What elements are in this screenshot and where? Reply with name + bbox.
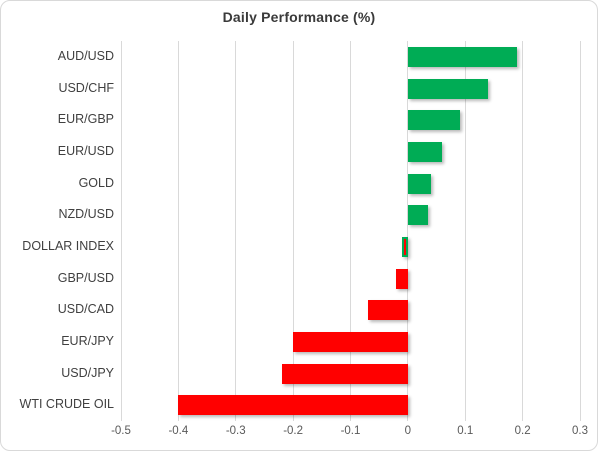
x-tick-label: -0.2 [283,425,304,437]
bar-wti-crude-oil [178,395,408,416]
bar-eur-gbp [407,110,460,131]
bar-eur-jpy [293,331,408,352]
category-label: NZD/USD [58,207,114,222]
plot-area [120,41,581,421]
gridline [292,41,294,421]
bar-usd-cad [367,300,408,321]
gridline [350,41,351,421]
x-tick-label: -0.5 [111,425,131,437]
gridline [579,41,581,421]
category-label: EUR/GBP [57,112,114,127]
chart-title: Daily Performance (%) [222,9,376,25]
x-tick-label: 0 [404,425,412,437]
category-label: USD/CAD [57,302,114,317]
x-tick-label: 0.1 [457,425,474,437]
bar-eur-usd [407,141,443,162]
zero-axis-line [407,41,409,421]
category-label: USD/CHF [58,80,114,95]
gridline [235,41,237,421]
x-tick-label: -0.4 [168,425,189,437]
bar-aud-usd [407,46,517,67]
x-tick-label: 0.3 [572,425,588,437]
bar-usd-jpy [281,363,408,384]
bar-gold [407,173,431,194]
category-label: DOLLAR INDEX [22,239,114,253]
category-label: AUD/USD [57,49,114,63]
gridline [120,41,122,421]
bar-dollar-index [402,236,409,257]
bar-usd-chf [407,78,489,99]
category-label: EUR/USD [57,144,114,158]
category-label: WTI CRUDE OIL [19,397,114,412]
category-label: GOLD [78,175,114,190]
x-tick-label: -0.3 [225,425,246,437]
gridline [522,41,524,421]
bar-gbp-usd [396,268,408,289]
category-label: GBP/USD [57,270,114,285]
x-tick-label: -0.1 [340,425,361,437]
bar-nzd-usd [407,205,428,226]
category-label: EUR/JPY [61,334,114,348]
gridline [464,41,466,421]
gridline [177,41,179,421]
x-tick-label: 0.2 [514,425,531,437]
category-label: USD/JPY [61,365,114,380]
